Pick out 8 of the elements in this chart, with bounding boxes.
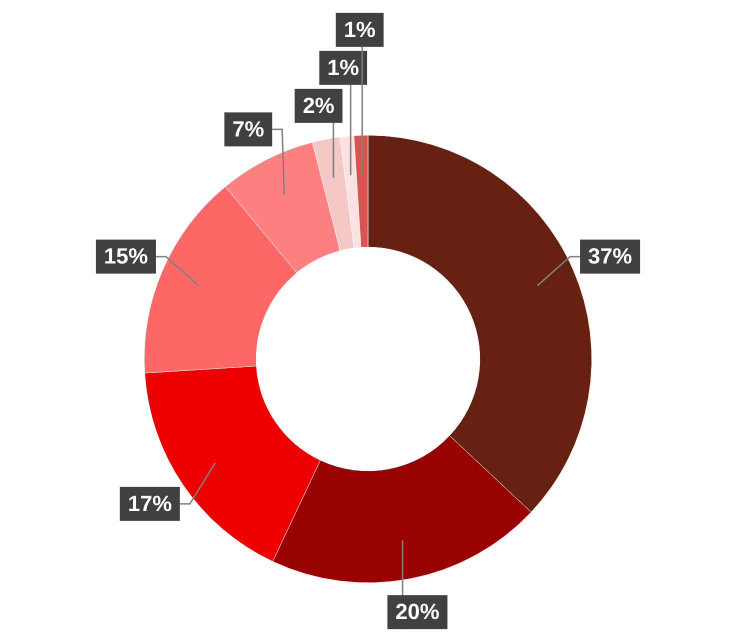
data-label: 2% <box>302 92 334 118</box>
data-label: 15% <box>104 244 148 269</box>
data-label: 20% <box>395 599 440 624</box>
data-label: 1% <box>344 16 376 42</box>
data-label: 1% <box>327 54 360 80</box>
data-label: 7% <box>232 116 264 142</box>
data-label: 17% <box>128 490 172 516</box>
data-label: 37% <box>588 244 632 269</box>
